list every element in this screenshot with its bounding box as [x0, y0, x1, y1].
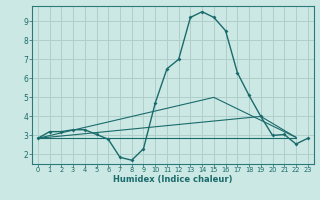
X-axis label: Humidex (Indice chaleur): Humidex (Indice chaleur) — [113, 175, 233, 184]
